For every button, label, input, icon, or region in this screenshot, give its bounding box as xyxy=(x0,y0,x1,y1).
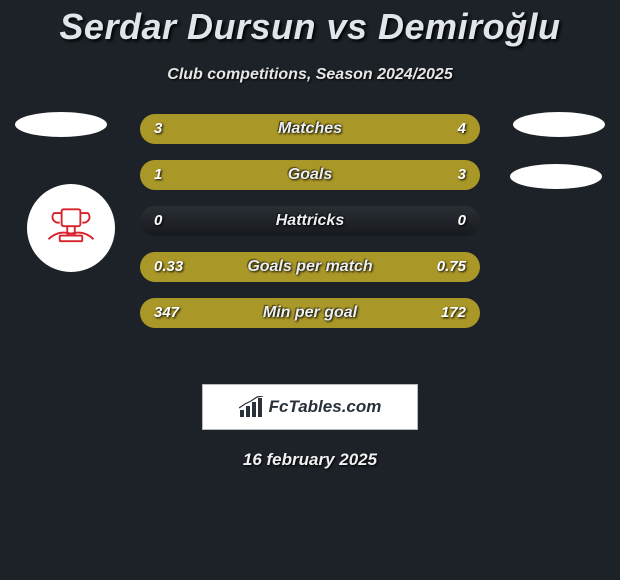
player-right-badge-bottom xyxy=(510,164,602,189)
page-title: Serdar Dursun vs Demiroğlu xyxy=(0,0,620,48)
date-label: 16 february 2025 xyxy=(0,450,620,470)
stat-row: 347172Min per goal xyxy=(140,298,480,328)
stat-row: 34Matches xyxy=(140,114,480,144)
brand-text: FcTables.com xyxy=(269,397,382,417)
stat-bars: 34Matches 13Goals 00Hattricks 0.330.75Goals… xyxy=(140,114,480,344)
player-left-club-badge xyxy=(27,184,115,272)
stat-label: Min per goal xyxy=(140,298,480,328)
brand-box[interactable]: FcTables.com xyxy=(202,384,418,430)
comparison-panel: 34Matches 13Goals 00Hattricks 0.330.75Goals… xyxy=(0,114,620,374)
chart-icon xyxy=(239,396,263,418)
stat-label: Hattricks xyxy=(140,206,480,236)
stat-row: 00Hattricks xyxy=(140,206,480,236)
player-right-badge-top xyxy=(513,112,605,137)
stat-label: Goals per match xyxy=(140,252,480,282)
stat-label: Goals xyxy=(140,160,480,190)
stat-label: Matches xyxy=(140,114,480,144)
stat-row: 13Goals xyxy=(140,160,480,190)
trophy-icon xyxy=(41,198,101,258)
player-left-badge-top xyxy=(15,112,107,137)
page-subtitle: Club competitions, Season 2024/2025 xyxy=(0,66,620,84)
stat-row: 0.330.75Goals per match xyxy=(140,252,480,282)
